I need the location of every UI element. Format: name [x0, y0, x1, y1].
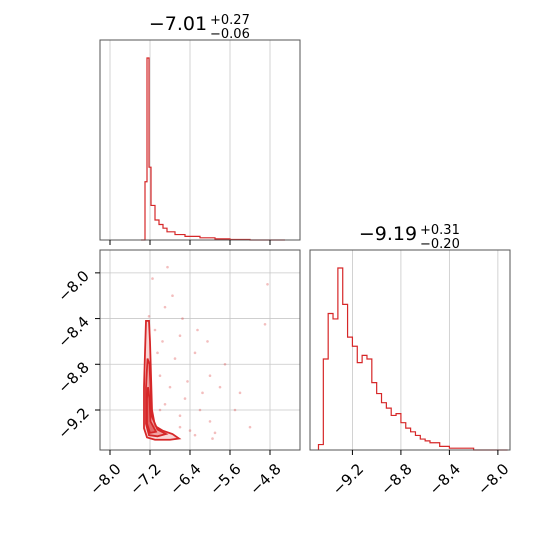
sample-point: [158, 374, 162, 378]
x-tick-label: −6.4: [166, 460, 204, 498]
x-tick-label: −5.6: [206, 460, 244, 498]
x-tick-label: −8.0: [86, 460, 124, 498]
top-left-histogram-panel: −7.01 +0.27−0.06: [99, 13, 301, 245]
histogram-bin: [372, 383, 377, 450]
histogram-bin: [357, 363, 362, 450]
histogram-bin: [377, 394, 382, 450]
sample-point: [206, 340, 209, 343]
sample-point: [233, 408, 237, 412]
sample-point: [166, 265, 169, 269]
sample-point: [178, 414, 182, 418]
sample-point: [156, 351, 159, 355]
sample-point: [151, 277, 154, 280]
histogram-bin: [343, 304, 348, 450]
axes-frame: [99, 249, 301, 451]
sample-point: [147, 314, 151, 318]
sample-point: [201, 391, 204, 395]
sample-point: [208, 420, 212, 423]
histogram-bin: [352, 346, 357, 450]
histogram-title: −7.01: [149, 13, 207, 35]
sample-point: [181, 317, 184, 320]
histogram-bin: [420, 439, 425, 450]
histogram-bin: [430, 443, 440, 450]
sample-point: [193, 433, 197, 437]
sample-point: [168, 385, 172, 389]
histogram-bin: [323, 359, 328, 450]
x-tick-label: −7.2: [126, 460, 164, 498]
sample-point: [186, 380, 189, 383]
sample-point: [238, 391, 242, 395]
sample-point: [266, 282, 269, 286]
sample-point: [263, 322, 267, 326]
histogram-bin: [415, 435, 420, 450]
title-lower-error: −0.20: [420, 237, 460, 252]
histogram-bin: [318, 445, 323, 450]
histogram-bin: [333, 319, 338, 450]
histogram-bin: [362, 355, 367, 450]
histogram-bin: [175, 235, 185, 240]
histogram-step-line: [317, 267, 508, 451]
histogram-bin: [425, 441, 430, 450]
sample-point: [171, 294, 174, 298]
histogram-bin: [411, 432, 416, 450]
axes-frame: [309, 249, 511, 451]
y-tick-label: −9.2: [54, 404, 92, 442]
histogram-bin: [167, 232, 175, 240]
sample-point: [218, 385, 222, 389]
histogram-bin: [328, 314, 333, 451]
sample-point: [158, 408, 162, 412]
sample-point: [248, 425, 252, 429]
histogram-bin: [396, 414, 401, 450]
x-tick-label: −8.8: [377, 460, 415, 498]
histogram-bin: [406, 428, 411, 450]
sample-point: [163, 305, 167, 309]
sample-point: [178, 334, 182, 338]
histogram-bin: [386, 408, 391, 450]
histogram-step-line: [141, 57, 285, 241]
sample-point: [183, 397, 187, 400]
y-tick-label: −8.4: [54, 313, 92, 351]
bottom-right-histogram-panel: −9.2 −8.8 −8.4 −8.0 −9.19 +0.31−0.20: [309, 223, 513, 499]
x-tick-label: −8.4: [426, 460, 464, 498]
sample-point: [161, 340, 164, 343]
sample-point: [198, 408, 202, 412]
histogram-bin: [348, 337, 353, 450]
x-tick-label: −9.2: [329, 460, 367, 498]
y-tick-label: −8.8: [54, 358, 92, 396]
sample-point: [153, 328, 157, 332]
density-contour: [146, 387, 158, 434]
x-tick-label: −8.0: [474, 460, 512, 498]
sample-point: [211, 437, 214, 440]
histogram-bin: [401, 423, 406, 450]
histogram-title: −9.19: [359, 223, 417, 245]
sample-point: [173, 357, 177, 360]
sample-point: [196, 328, 199, 332]
histogram-bin: [391, 415, 396, 450]
sample-point: [208, 374, 212, 378]
histogram-bin: [382, 403, 387, 450]
bottom-left-scatter-panel: −8.0 −7.2 −6.4 −5.6 −4.8−8.0−8.4−8.8−9.2: [54, 249, 301, 499]
title-upper-error: +0.27: [210, 13, 250, 28]
histogram-bin: [338, 268, 343, 450]
sample-point: [193, 351, 197, 355]
y-tick-label: −8.0: [54, 267, 92, 305]
title-lower-error: −0.06: [210, 27, 250, 42]
sample-point: [188, 429, 192, 432]
sample-point: [163, 402, 167, 406]
sample-point: [223, 362, 227, 366]
sample-point: [213, 431, 217, 435]
x-tick-label: −4.8: [246, 460, 284, 498]
histogram-bin: [367, 359, 372, 450]
axes-frame: [99, 39, 301, 241]
title-upper-error: +0.31: [420, 223, 460, 238]
sample-point: [178, 425, 182, 429]
